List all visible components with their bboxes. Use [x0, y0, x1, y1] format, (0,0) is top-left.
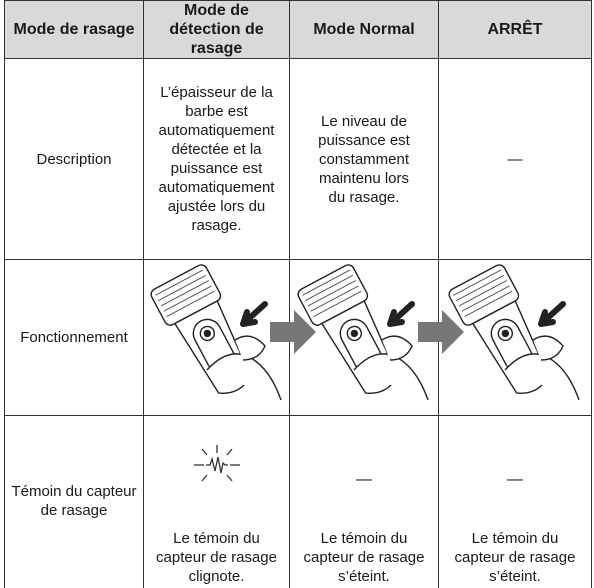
mode-table: Mode de rasage Mode de détection de rasa…: [4, 0, 592, 588]
cell-text: Le témoin du capteur de rasage clignote.: [156, 530, 277, 585]
row: Description L’épaisseur de la barbe est …: [5, 59, 592, 260]
indicator: —: [296, 470, 432, 489]
cell: —: [439, 59, 592, 260]
cell: L’épaisseur de la barbe est automatiquem…: [144, 59, 290, 260]
header-cell: Mode de rasage: [5, 1, 144, 59]
transition-arrow: [418, 310, 464, 354]
header-cell: Mode de détection de rasage: [144, 1, 290, 59]
row-label: Témoin du capteur de rasage: [5, 416, 144, 588]
image-cell: [144, 260, 290, 416]
cell: — Le témoin du capteur de rasage s’étein…: [439, 416, 592, 588]
cell: — Le témoin du capteur de rasage s’étein…: [290, 416, 439, 588]
row-label: Description: [5, 59, 144, 260]
transition-arrow: [270, 310, 316, 354]
shaver-illustration: [445, 260, 585, 410]
header-row: Mode de rasage Mode de détection de rasa…: [5, 1, 592, 59]
row-label: Fonctionnement: [5, 260, 144, 416]
row: Témoin du capteur de rasage Le témoin du…: [5, 416, 592, 588]
header-cell: ARRÊT: [439, 1, 592, 59]
shaver-illustration: [147, 260, 287, 410]
blink-icon: [192, 443, 242, 487]
cell: Le témoin du capteur de rasage clignote.: [144, 416, 290, 588]
cell-text: Le témoin du capteur de rasage s’éteint.: [455, 530, 576, 585]
indicator: —: [445, 470, 585, 489]
header-cell: Mode Normal: [290, 1, 439, 59]
cell: Le niveau de puissance est constamment m…: [290, 59, 439, 260]
cell-text: Le témoin du capteur de rasage s’éteint.: [304, 530, 425, 585]
